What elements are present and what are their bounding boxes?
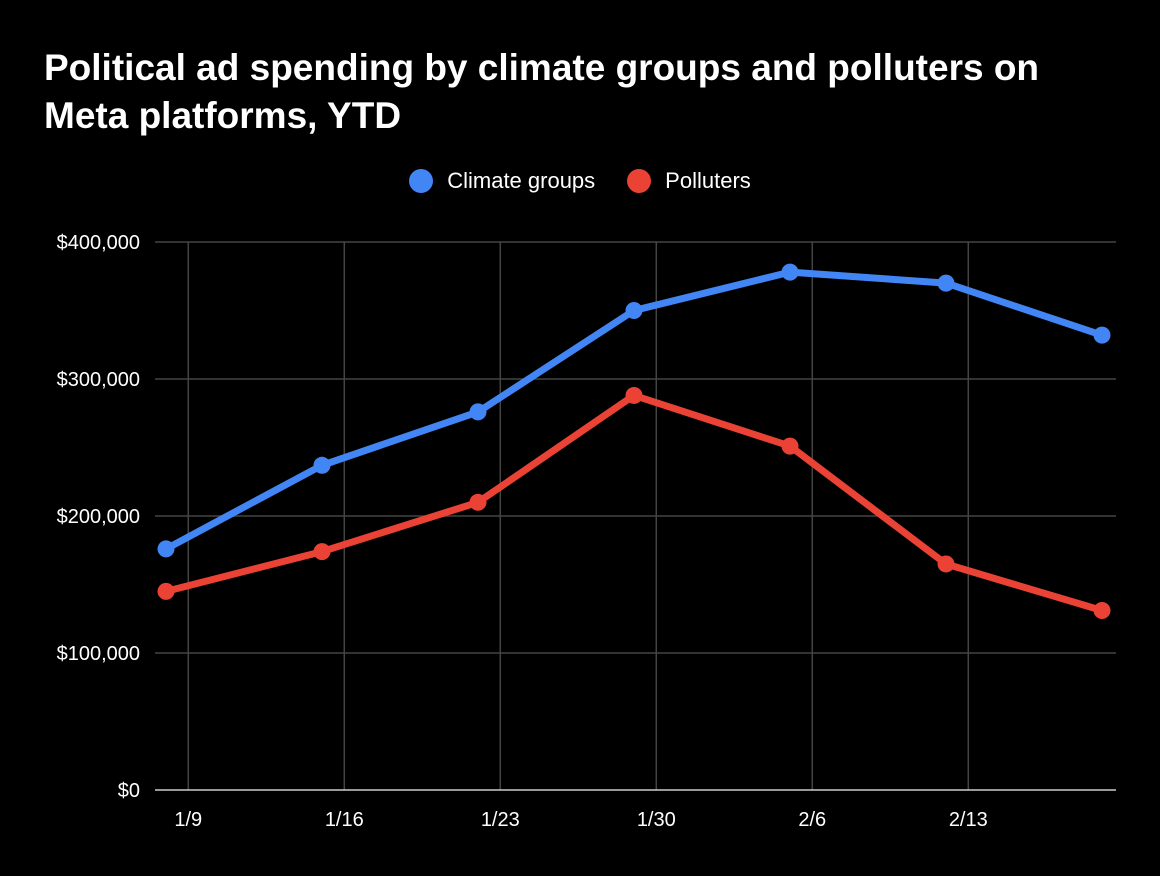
data-point-polluters (157, 582, 175, 600)
data-point-climate-groups (157, 540, 175, 558)
x-tick-label: 2/13 (949, 809, 988, 831)
legend-label-polluters: Polluters (665, 168, 751, 193)
data-point-climate-groups (469, 403, 487, 421)
x-tick-label: 1/9 (174, 809, 202, 831)
chart-title: Political ad spending by climate groups … (44, 47, 1040, 136)
data-point-climate-groups (937, 274, 955, 292)
legend-marker-polluters (627, 169, 652, 193)
x-tick-label: 1/16 (325, 809, 364, 831)
x-tick-label: 1/23 (481, 809, 520, 831)
data-point-polluters (469, 493, 487, 511)
x-tick-label: 2/6 (798, 809, 826, 831)
data-point-climate-groups (1093, 326, 1111, 344)
legend-label-climate-groups: Climate groups (447, 168, 596, 193)
y-tick-label: $100,000 (57, 643, 140, 665)
legend-item-polluters: Polluters (627, 168, 751, 194)
data-point-polluters (781, 437, 799, 455)
data-point-climate-groups (313, 456, 331, 474)
y-tick-label: $0 (118, 780, 140, 802)
data-point-climate-groups (625, 302, 643, 319)
data-point-polluters (937, 555, 955, 573)
y-tick-label: $200,000 (57, 506, 140, 528)
x-tick-label: 1/30 (637, 809, 676, 831)
data-point-polluters (1093, 602, 1111, 620)
data-point-climate-groups (781, 263, 799, 281)
legend-marker-climate-groups (409, 169, 434, 193)
legend-item-climate-groups: Climate groups (409, 168, 595, 194)
series-line-polluters (162, 391, 1106, 614)
data-point-polluters (625, 386, 643, 404)
y-tick-label: $300,000 (57, 369, 140, 391)
data-point-polluters (313, 543, 331, 561)
chart-legend: Climate groups Polluters (0, 168, 1160, 194)
y-tick-label: $400,000 (57, 232, 140, 254)
